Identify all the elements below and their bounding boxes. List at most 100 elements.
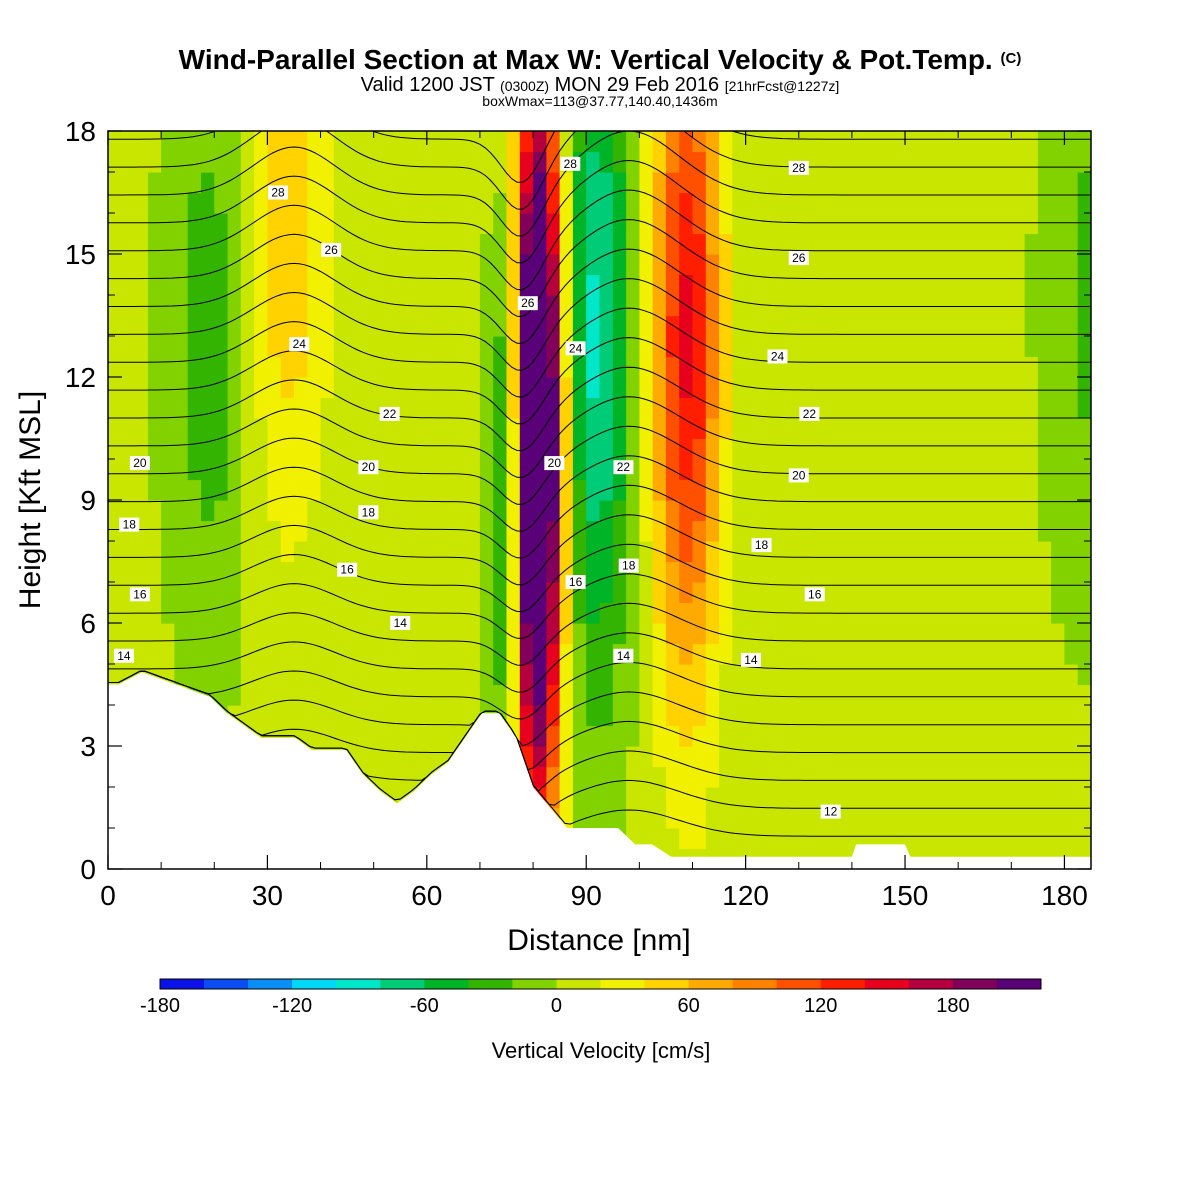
field-cell xyxy=(519,705,534,727)
field-cell xyxy=(878,807,893,829)
field-cell xyxy=(878,520,893,542)
field-cell xyxy=(944,705,959,727)
field-cell xyxy=(1024,725,1039,747)
field-cell xyxy=(958,315,973,337)
field-cell xyxy=(108,233,122,255)
field-cell xyxy=(387,151,401,173)
field-cell xyxy=(626,602,640,624)
field-cell xyxy=(719,213,733,235)
field-cell xyxy=(201,172,215,194)
field-cell xyxy=(639,274,654,296)
field-cell xyxy=(798,131,813,153)
field-cell xyxy=(798,233,813,255)
field-cell xyxy=(1011,746,1026,768)
field-cell xyxy=(294,479,308,501)
field-cell xyxy=(320,192,335,214)
field-cell xyxy=(798,356,813,378)
field-cell xyxy=(134,561,149,583)
field-cell xyxy=(586,746,601,768)
field-cell xyxy=(1051,172,1065,194)
field-cell xyxy=(705,500,720,522)
field-cell xyxy=(944,418,959,440)
field-cell xyxy=(360,213,375,235)
field-cell xyxy=(758,828,773,850)
field-cell xyxy=(958,787,973,809)
field-cell xyxy=(1037,315,1052,337)
field-cell xyxy=(878,274,893,296)
field-cell xyxy=(426,479,441,501)
field-cell xyxy=(254,336,268,358)
field-cell xyxy=(1064,336,1079,358)
field-cell xyxy=(652,233,667,255)
field-cell xyxy=(161,213,175,235)
field-cell xyxy=(453,520,468,542)
field-cell xyxy=(1051,684,1065,706)
field-cell xyxy=(612,602,627,624)
field-cell xyxy=(612,479,627,501)
field-cell xyxy=(533,705,547,727)
field-cell xyxy=(944,684,959,706)
field-cell xyxy=(1064,418,1079,440)
field-cell xyxy=(665,602,680,624)
field-cell xyxy=(254,397,268,419)
contour-label-bg xyxy=(613,648,634,663)
field-cell xyxy=(958,172,973,194)
field-cell xyxy=(851,582,866,604)
field-cell xyxy=(812,664,826,686)
field-cell xyxy=(294,213,308,235)
field-cell xyxy=(240,254,255,276)
field-cell xyxy=(506,336,521,358)
field-cell xyxy=(400,746,415,768)
field-cell xyxy=(387,500,401,522)
field-cell xyxy=(612,418,627,440)
field-cell xyxy=(1064,479,1079,501)
field-cell xyxy=(533,356,547,378)
field-cell xyxy=(373,254,388,276)
field-cell xyxy=(559,377,574,399)
field-cell xyxy=(333,336,348,358)
field-cell xyxy=(944,315,959,337)
field-cell xyxy=(360,295,375,317)
field-cell xyxy=(373,520,388,542)
field-cell xyxy=(798,500,813,522)
field-cell xyxy=(240,479,255,501)
field-cell xyxy=(347,172,361,194)
field-cell xyxy=(320,643,335,665)
field-cell xyxy=(984,172,999,194)
contour-label: 14 xyxy=(390,616,411,630)
field-cell xyxy=(506,397,521,419)
field-cell xyxy=(891,233,906,255)
field-cell xyxy=(320,274,335,296)
field-cell xyxy=(559,233,574,255)
field-cell xyxy=(1077,274,1091,296)
field-cell xyxy=(453,541,468,563)
contour-label: 24 xyxy=(565,341,586,356)
field-cell xyxy=(413,336,428,358)
field-cell xyxy=(944,295,959,317)
field-cell xyxy=(280,397,295,419)
field-cell xyxy=(758,746,773,768)
field-cell xyxy=(214,561,229,583)
field-cell xyxy=(400,233,415,255)
field-cell xyxy=(453,233,468,255)
contour-label-text: 12 xyxy=(824,805,838,819)
field-cell xyxy=(493,684,508,706)
field-cell xyxy=(320,172,335,194)
field-cell xyxy=(705,459,720,481)
field-cell xyxy=(931,131,946,153)
field-cell xyxy=(333,172,348,194)
field-cell xyxy=(267,377,282,399)
field-cell xyxy=(1051,418,1065,440)
field-cell xyxy=(1024,623,1039,645)
field-cell xyxy=(426,315,441,337)
contour-label-text: 18 xyxy=(362,505,376,519)
theta-contour-line xyxy=(108,514,1091,586)
field-cell xyxy=(891,151,906,173)
contour-label: 20 xyxy=(358,460,379,475)
field-cell xyxy=(400,500,415,522)
field-cell xyxy=(187,643,202,665)
field-cell xyxy=(612,787,627,809)
field-cell xyxy=(772,623,787,645)
field-cell xyxy=(665,315,680,337)
field-cell xyxy=(546,623,561,645)
